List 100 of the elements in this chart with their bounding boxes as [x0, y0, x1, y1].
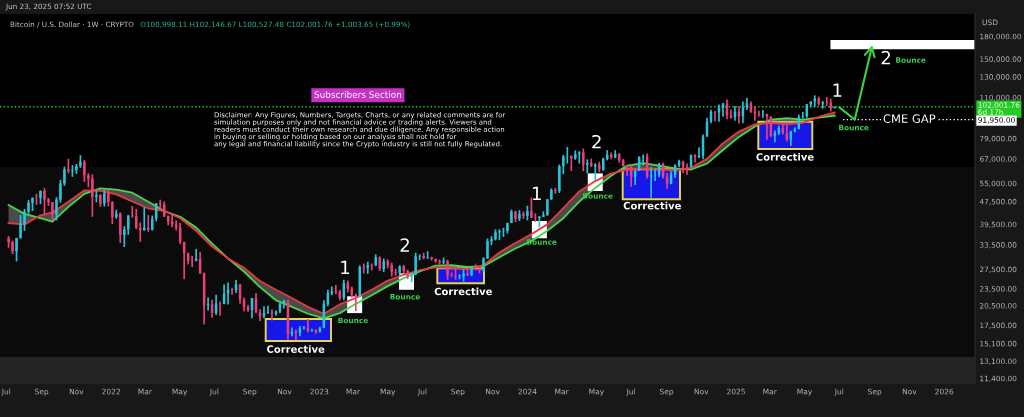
candlestick: [386, 258, 389, 270]
candlestick: [382, 257, 385, 273]
annotation: 2: [400, 238, 409, 252]
candlestick: [91, 173, 94, 218]
candlestick: [414, 251, 417, 276]
candlestick: [482, 256, 485, 273]
candlestick: [27, 199, 30, 215]
candlestick: [430, 255, 433, 262]
candlestick: [426, 250, 429, 260]
candlestick: [546, 198, 549, 217]
candlestick: [143, 206, 146, 232]
candlestick: [398, 264, 401, 278]
candlestick: [119, 211, 122, 244]
candlestick: [530, 196, 533, 220]
candlestick: [514, 210, 517, 224]
annotation: 2: [592, 134, 601, 149]
candlestick: [574, 149, 577, 161]
candlestick: [266, 304, 270, 315]
candlestick: [206, 296, 210, 312]
candlestick: [566, 146, 569, 165]
candlestick: [538, 215, 541, 229]
candlestick: [390, 261, 393, 278]
candlestick: [83, 159, 86, 183]
candlestick: [55, 196, 58, 222]
candlestick: [115, 208, 118, 220]
candlestick: [518, 209, 521, 222]
candlestick: [422, 251, 425, 261]
candlestick: [406, 268, 409, 280]
candlestick: [79, 154, 82, 169]
candlestick: [11, 239, 14, 255]
candlestick: [478, 266, 481, 275]
candlestick: [582, 147, 585, 172]
candlestick: [821, 100, 825, 110]
candlestick: [510, 208, 513, 224]
candlestick: [625, 164, 629, 177]
candlestick: [462, 268, 465, 283]
candlestick: [71, 164, 74, 178]
candlestick: [486, 237, 489, 260]
candlestick: [402, 264, 405, 275]
candlestick: [438, 258, 441, 266]
candlestick: [570, 154, 573, 172]
candlestick: [43, 187, 46, 216]
candlestick: [550, 187, 553, 201]
candlestick: [15, 237, 18, 263]
candlestick: [67, 158, 70, 175]
candlestick: [127, 214, 130, 236]
annotation: Corrective: [756, 152, 814, 161]
candlestick: [334, 283, 338, 295]
candlestick: [39, 189, 42, 205]
annotation: CME GAP: [883, 114, 936, 123]
annotation: Corrective: [623, 201, 681, 210]
bar: [830, 40, 975, 50]
candlestick: [87, 172, 90, 189]
candlestick: [31, 196, 34, 212]
candlestick: [63, 165, 66, 187]
annotation: 1: [341, 260, 350, 274]
candlestick: [410, 271, 413, 283]
candlestick: [434, 257, 437, 264]
candlestick: [586, 158, 589, 175]
candlestick: [494, 228, 497, 242]
candlestick: [590, 157, 593, 168]
annotation: 1: [833, 83, 842, 97]
annotation: Corrective: [434, 287, 492, 296]
candlestick: [19, 214, 22, 240]
candlestick: [95, 189, 98, 204]
candlestick: [542, 210, 545, 218]
annotation: Subscribers Section: [314, 91, 402, 98]
candlestick: [649, 166, 653, 199]
candlestick: [103, 189, 106, 208]
candlestick: [558, 163, 561, 194]
candlestick: [59, 179, 62, 204]
candlestick: [362, 262, 366, 275]
candlestick: [394, 267, 397, 277]
candlestick: [146, 214, 150, 233]
candlestick: [378, 255, 381, 272]
candlestick: [498, 228, 501, 241]
candlestick: [99, 193, 102, 208]
candlestick: [554, 187, 557, 195]
candlestick: [47, 197, 50, 207]
candlestick: [270, 308, 274, 322]
candlestick: [526, 204, 529, 222]
candlestick: [7, 235, 10, 249]
candlestick: [23, 208, 26, 232]
annotation: Corrective: [267, 345, 325, 353]
candlestick: [753, 105, 757, 122]
candlestick: [446, 258, 449, 281]
annotation: 2: [881, 50, 891, 65]
candlestick: [598, 160, 601, 173]
candlestick: [51, 201, 54, 222]
annotation: 1: [532, 186, 541, 200]
candlestick: [470, 265, 473, 278]
candlestick: [454, 265, 457, 281]
candlestick: [825, 96, 829, 107]
candlestick: [442, 256, 445, 265]
candlestick: [829, 97, 832, 113]
candlestick: [522, 210, 525, 220]
candlestick: [490, 235, 493, 246]
candlestick: [374, 253, 377, 267]
candlestick: [578, 150, 581, 165]
candlestick: [75, 163, 78, 175]
